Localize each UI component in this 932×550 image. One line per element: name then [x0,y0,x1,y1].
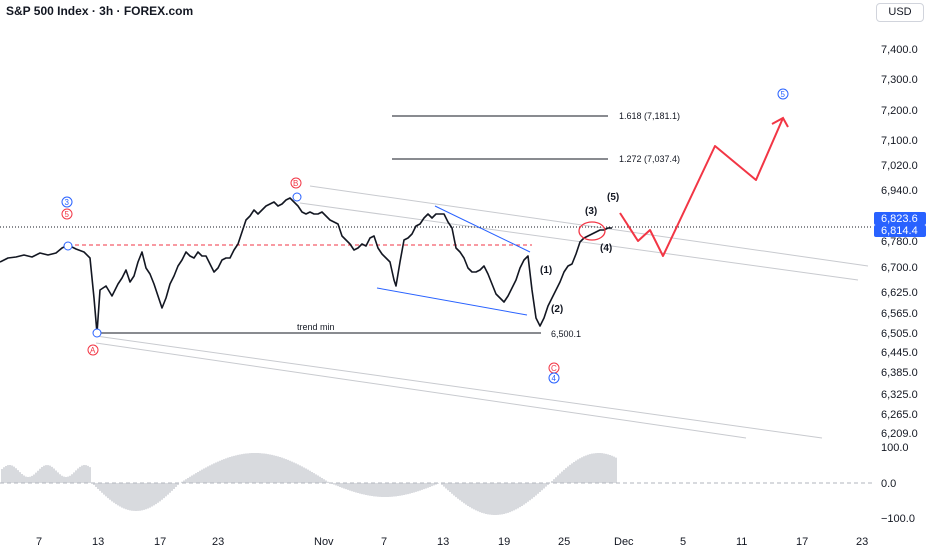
price-axis-label: 6,445.0 [881,347,918,359]
price-axis-label: 7,100.0 [881,135,918,147]
svg-text:4: 4 [552,374,557,383]
trend-min-label: trend min [297,322,335,332]
last-price-tag: 6,814.4 [874,225,926,237]
circle-label-3: 3 [61,196,73,208]
projection-path[interactable] [619,117,784,257]
price-series[interactable] [0,197,612,334]
time-label: 13 [92,536,104,548]
wedge-lower-line[interactable] [376,287,528,316]
time-label: 19 [498,536,510,548]
price-axis-label: 6,700.0 [881,262,918,274]
time-label: 7 [36,536,42,548]
time-label: 25 [558,536,570,548]
time-label: 23 [212,536,224,548]
svg-text:A: A [90,346,96,355]
channel-lines[interactable] [95,185,869,439]
current-price-tag: 6,823.6 [874,212,926,225]
projection-arrowhead [771,116,789,128]
oscillator-axis: 100.0 0.0 −100.0 [881,442,915,525]
fib-1272-label: 1.272 (7,037.4) [619,154,680,164]
wedge-upper-line[interactable] [434,205,531,253]
price-axis-label: 6,565.0 [881,308,918,320]
current-price-label: 6,823.6 [881,213,918,225]
price-axis-label: 6,505.0 [881,328,918,340]
price-axis-label: 7,020.0 [881,160,918,172]
time-label: Dec [614,536,634,548]
svg-text:5: 5 [65,210,70,219]
oscillator-label: 100.0 [881,442,909,454]
price-axis-label: 6,265.0 [881,409,918,421]
wave-label-4: (4) [600,243,612,254]
price-axis-label: 7,300.0 [881,74,918,86]
wave-label-2: (2) [551,304,563,315]
price-axis-label: 6,625.0 [881,287,918,299]
time-label: 17 [796,536,808,548]
price-axis-label: 6,385.0 [881,367,918,379]
level-6500-label: 6,500.1 [551,329,581,339]
svg-text:3: 3 [65,198,70,207]
svg-text:B: B [293,179,298,188]
oscillator-histogram[interactable] [1,453,617,515]
chart-title: S&P 500 Index · 3h · FOREX.com [6,4,194,18]
price-axis-label: 6,325.0 [881,389,918,401]
time-label: 23 [856,536,868,548]
price-axis-label: 6,780.0 [881,236,918,248]
pivot-marker[interactable] [92,328,102,338]
price-axis-label: 7,400.0 [881,44,918,56]
price-axis[interactable]: 6,209.0 6,265.0 6,325.0 6,385.0 6,445.0 … [881,44,918,440]
time-axis[interactable]: 7 13 17 23 Nov 7 13 19 25 Dec 5 11 17 23 [36,536,868,548]
circle-label-4: 4 [548,372,560,384]
price-axis-label: 6,940.0 [881,185,918,197]
wave-label-3: (3) [585,206,597,217]
wave-label-1: (1) [540,265,552,276]
svg-text:5: 5 [781,90,786,99]
price-axis-label: 7,200.0 [881,105,918,117]
svg-text:C: C [551,364,557,373]
circle-label-5-blue: 5 [777,88,789,100]
pivot-marker[interactable] [292,192,302,202]
time-label: Nov [314,536,334,548]
wave-label-5: (5) [607,192,619,203]
time-label: 13 [437,536,449,548]
oscillator-label: −100.0 [881,513,915,525]
oscillator-label: 0.0 [881,478,896,490]
currency-button[interactable]: USD [876,3,924,22]
last-price-label: 6,814.4 [881,225,918,237]
time-label: 11 [736,536,747,548]
time-label: 7 [381,536,387,548]
highlight-circle[interactable] [578,221,606,241]
time-label: 17 [154,536,166,548]
price-axis-label: 6,209.0 [881,428,918,440]
circle-label-C: C [548,362,560,374]
time-label: 5 [680,536,686,548]
fib-1618-label: 1.618 (7,181.1) [619,111,680,121]
circle-label-B: B [290,177,302,189]
pivot-marker[interactable] [63,241,73,251]
circle-label-A: A [87,344,99,356]
circle-label-5-red: 5 [61,208,73,220]
